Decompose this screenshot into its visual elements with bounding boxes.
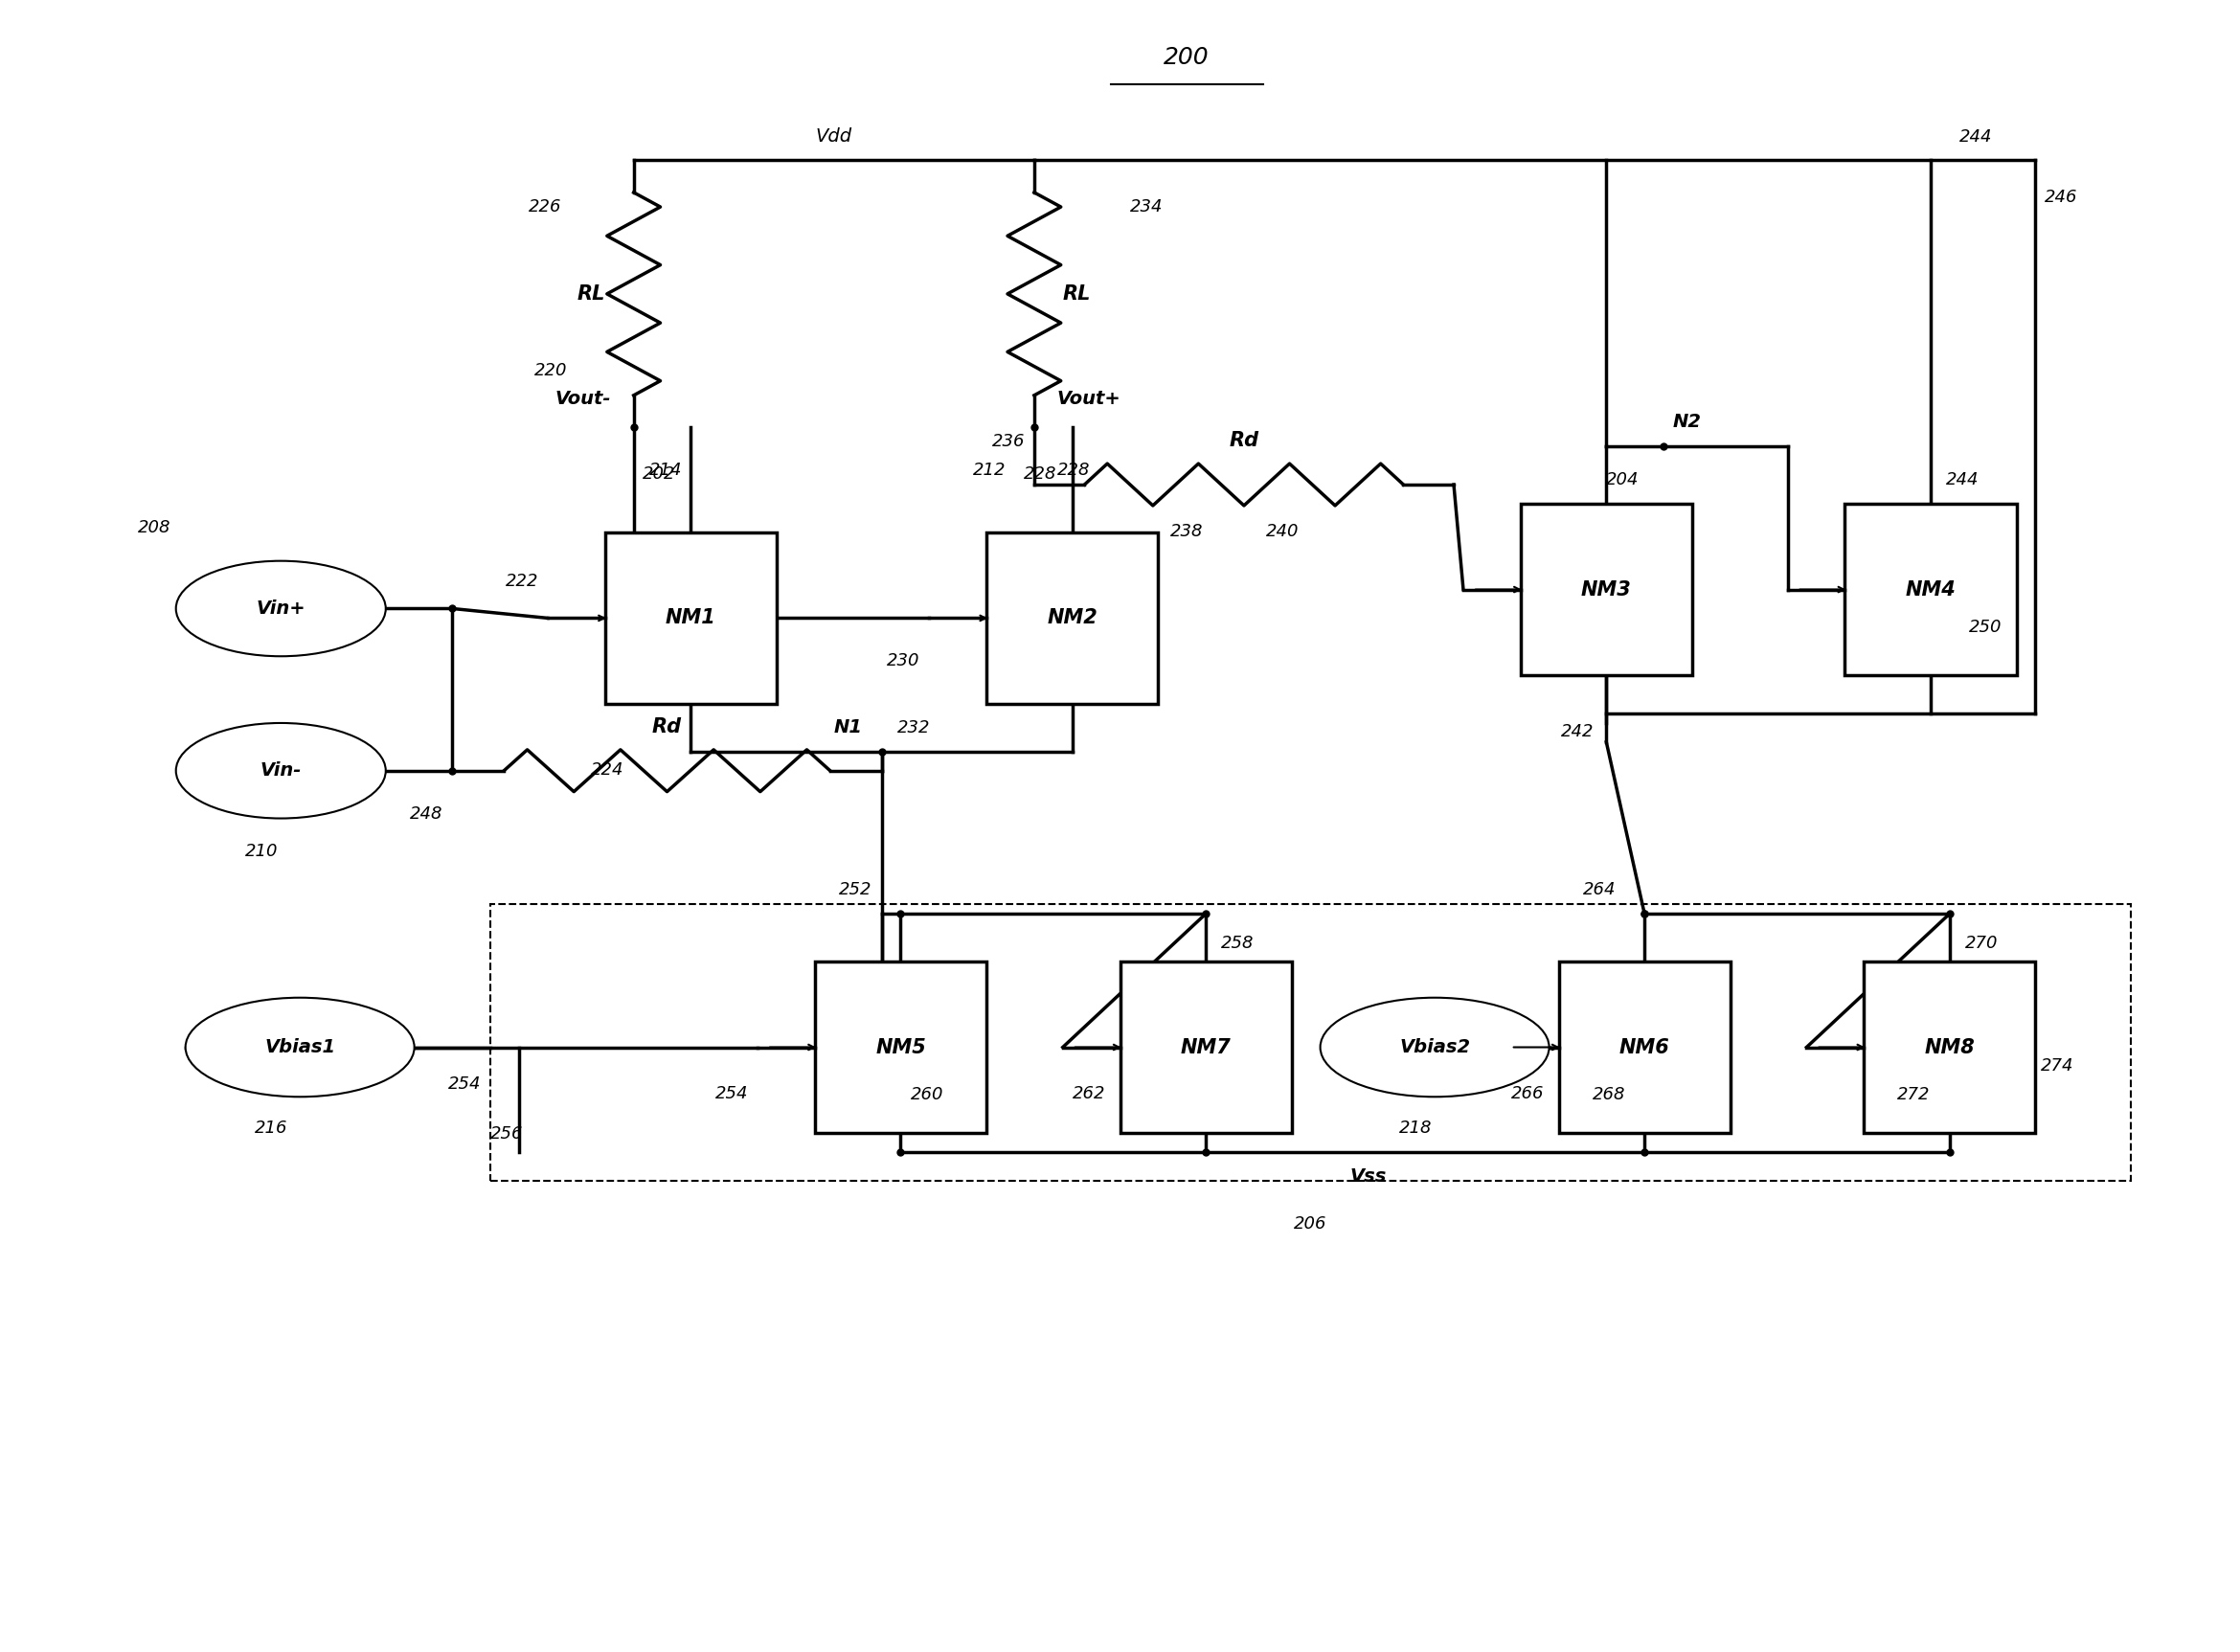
Text: 256: 256 (491, 1125, 524, 1143)
Text: 204: 204 (1606, 471, 1640, 489)
FancyBboxPatch shape (1559, 961, 1729, 1133)
Text: 202: 202 (643, 466, 676, 482)
Text: 250: 250 (1969, 620, 2003, 636)
Text: Vin+: Vin+ (255, 600, 305, 618)
Text: 214: 214 (650, 461, 681, 479)
Text: 200: 200 (1165, 46, 1210, 69)
FancyBboxPatch shape (1846, 504, 2016, 676)
Text: Vbias2: Vbias2 (1400, 1037, 1469, 1056)
Text: 244: 244 (1947, 471, 1978, 489)
Text: Vout-: Vout- (556, 390, 612, 408)
Text: Vss: Vss (1348, 1168, 1387, 1186)
FancyBboxPatch shape (1864, 961, 2036, 1133)
Text: 226: 226 (529, 198, 562, 216)
Text: 224: 224 (591, 762, 625, 778)
Text: 264: 264 (1584, 881, 1615, 899)
Text: 228: 228 (1024, 466, 1057, 482)
Ellipse shape (1319, 998, 1550, 1097)
Text: 232: 232 (896, 719, 930, 737)
Text: RL: RL (1062, 284, 1091, 304)
Text: 208: 208 (139, 519, 170, 537)
Ellipse shape (177, 724, 385, 818)
Text: Vin-: Vin- (260, 762, 302, 780)
Text: NM3: NM3 (1581, 580, 1631, 600)
Text: 270: 270 (1964, 935, 1998, 952)
Text: 262: 262 (1073, 1085, 1104, 1102)
FancyBboxPatch shape (986, 532, 1158, 704)
Text: NM1: NM1 (665, 608, 717, 628)
Text: 210: 210 (244, 843, 278, 861)
Text: 222: 222 (506, 572, 538, 590)
Text: 216: 216 (255, 1120, 287, 1137)
Text: 234: 234 (1129, 198, 1163, 216)
Text: 244: 244 (1960, 127, 1991, 145)
Text: 238: 238 (1169, 522, 1203, 540)
Text: 254: 254 (448, 1075, 482, 1094)
Text: 228: 228 (1057, 461, 1091, 479)
Text: 230: 230 (887, 653, 921, 669)
Text: 236: 236 (992, 433, 1024, 451)
Text: NM2: NM2 (1046, 608, 1098, 628)
Text: NM5: NM5 (876, 1037, 925, 1057)
Text: 252: 252 (840, 881, 871, 899)
Text: 218: 218 (1400, 1120, 1431, 1137)
Text: 248: 248 (410, 805, 444, 823)
Text: 266: 266 (1512, 1085, 1543, 1102)
Ellipse shape (177, 562, 385, 656)
Text: N2: N2 (1673, 413, 1702, 431)
Text: 212: 212 (972, 461, 1006, 479)
Text: 254: 254 (715, 1085, 748, 1102)
Text: NM7: NM7 (1180, 1037, 1232, 1057)
Text: Rd: Rd (1230, 431, 1259, 451)
Text: 240: 240 (1266, 522, 1299, 540)
Text: 272: 272 (1897, 1087, 1931, 1104)
Text: 260: 260 (909, 1087, 943, 1104)
Text: 274: 274 (2041, 1057, 2074, 1075)
Text: Vdd: Vdd (815, 127, 851, 145)
FancyBboxPatch shape (1120, 961, 1292, 1133)
Text: NM8: NM8 (1924, 1037, 1976, 1057)
Text: 246: 246 (2045, 188, 2079, 206)
FancyBboxPatch shape (605, 532, 777, 704)
Text: N1: N1 (833, 719, 862, 737)
Text: Rd: Rd (652, 717, 681, 737)
Text: 242: 242 (1561, 724, 1595, 740)
Text: 206: 206 (1295, 1216, 1328, 1232)
Text: Vbias1: Vbias1 (264, 1037, 336, 1056)
Text: 268: 268 (1593, 1087, 1626, 1104)
FancyBboxPatch shape (815, 961, 986, 1133)
Text: RL: RL (578, 284, 605, 304)
FancyBboxPatch shape (491, 904, 2130, 1181)
Text: NM6: NM6 (1620, 1037, 1669, 1057)
Text: Vout+: Vout+ (1057, 390, 1120, 408)
Text: 258: 258 (1221, 935, 1254, 952)
Text: 220: 220 (533, 362, 567, 378)
FancyBboxPatch shape (1521, 504, 1691, 676)
Ellipse shape (186, 998, 414, 1097)
Text: NM4: NM4 (1906, 580, 1956, 600)
